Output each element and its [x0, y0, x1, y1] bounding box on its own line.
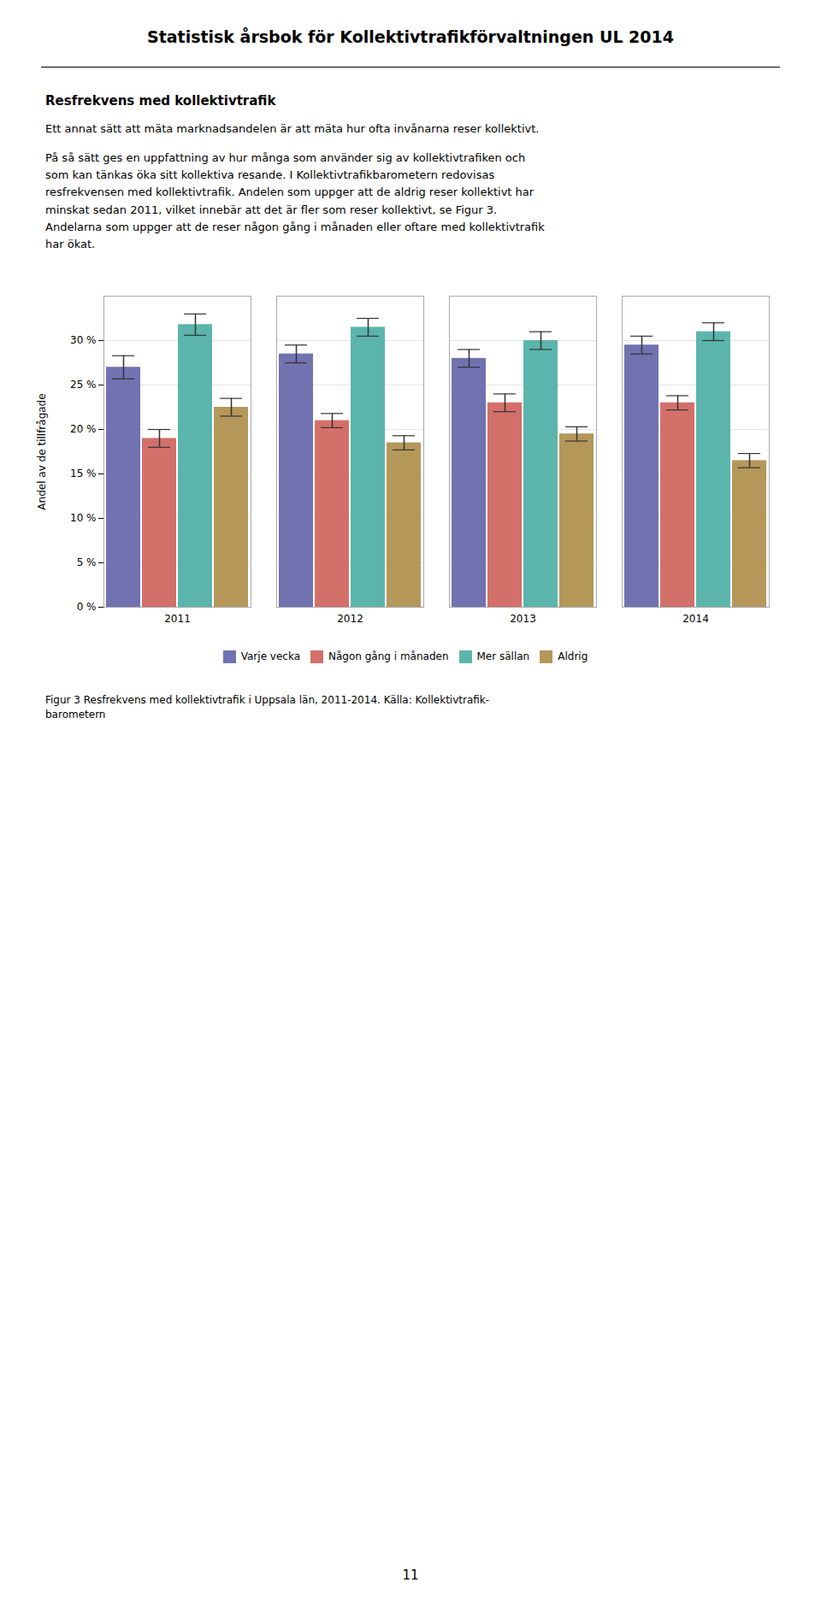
svg-text:15 %: 15 % [70, 467, 97, 480]
html-text:11: 11 [402, 1568, 419, 1584]
html-text:Resfrekvens med kollektivtrafi: Resfrekvens med kollektivtrafik [45, 93, 276, 109]
svg-text:5 %: 5 % [76, 556, 97, 569]
svg-text:0 %: 0 % [76, 601, 97, 614]
html-text:Aldrig: Aldrig [557, 651, 588, 664]
svg-text:2013: 2013 [509, 613, 537, 626]
html-text:Statistisk årsbok för Kollekti: Statistisk årsbok för Kollektivtrafikför… [147, 27, 674, 47]
html-text:Varje vecka: Varje vecka [240, 651, 301, 664]
svg-text:Andel av de tillfrågade: Andel av de tillfrågade [35, 393, 48, 510]
svg-text:20 %: 20 % [70, 423, 97, 436]
html-text:Någon gång i månaden: Någon gång i månaden [328, 651, 449, 664]
html-text:Ett annat sätt att mäta markna: Ett annat sätt att mäta marknadsandelen … [45, 122, 540, 136]
svg-text:30 %: 30 % [70, 334, 97, 347]
html-text:Figur 3 Resfrekvens med kollek: Figur 3 Resfrekvens med kollektivtrafik … [45, 694, 490, 721]
svg-text:2012: 2012 [336, 613, 364, 626]
html-text:Mer sällan: Mer sällan [476, 651, 530, 664]
svg-text:10 %: 10 % [70, 512, 97, 525]
svg-text:2011: 2011 [164, 613, 191, 626]
svg-text:25 %: 25 % [70, 378, 97, 391]
svg-text:2014: 2014 [682, 613, 709, 626]
html-text:På så sätt ges en uppfattning: På så sätt ges en uppfattning av hur mån… [45, 151, 545, 251]
